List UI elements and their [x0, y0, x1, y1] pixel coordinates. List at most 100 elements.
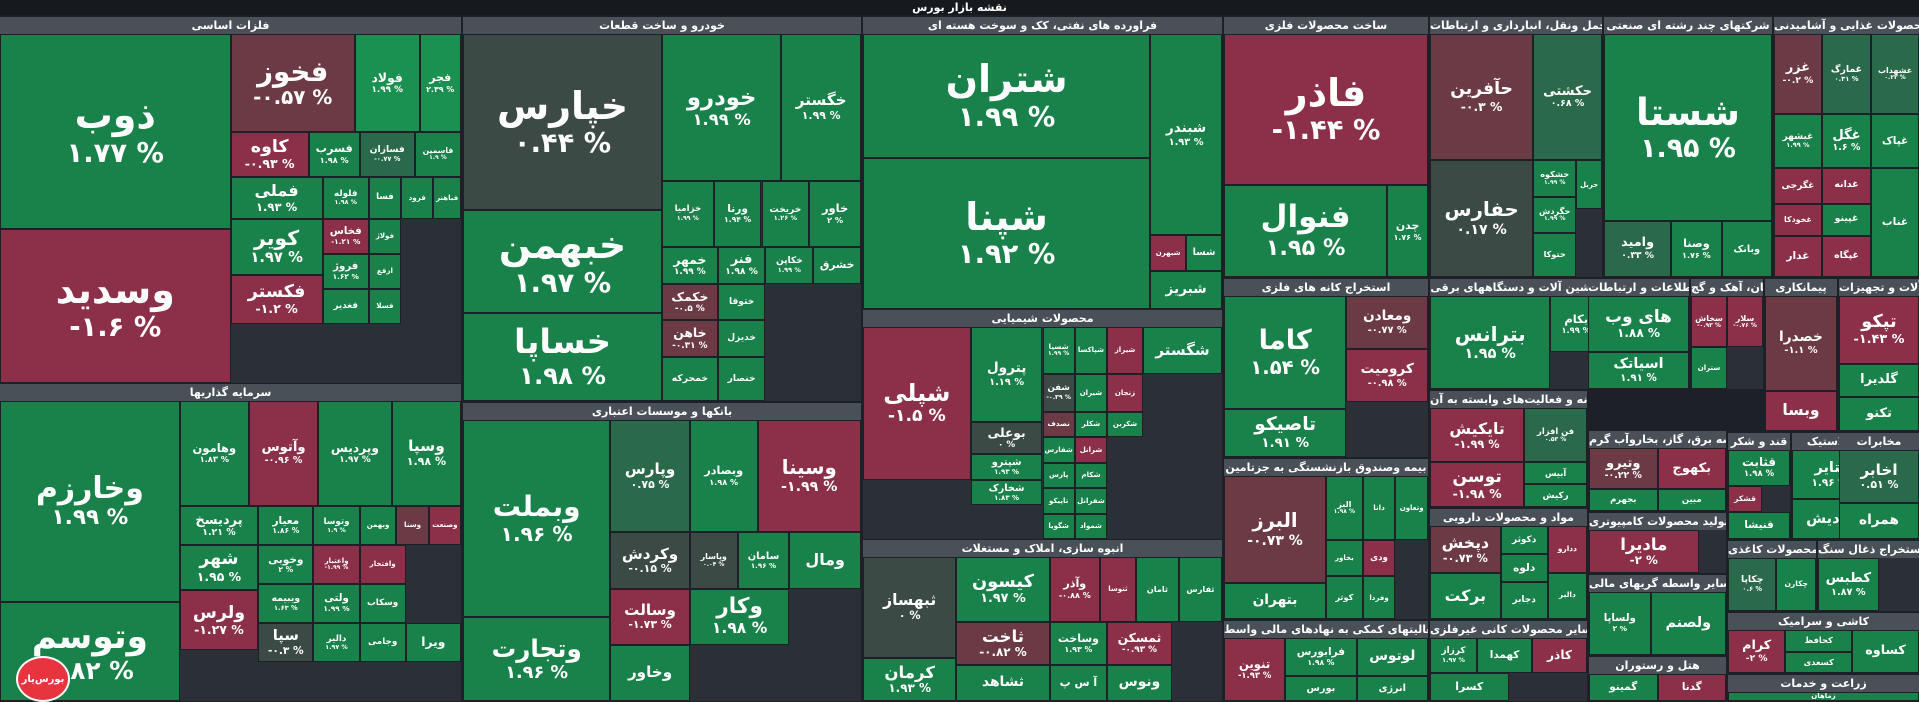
stock-tile[interactable]: غدار	[1774, 235, 1822, 277]
stock-tile[interactable]: فولاژ	[368, 218, 402, 254]
stock-tile[interactable]: فلوله ۱.۹۸ %	[322, 177, 369, 219]
stock-tile[interactable]: شپلی -۱.۵ %	[863, 327, 971, 480]
stock-tile[interactable]: بترانس ۱.۹۵ %	[1430, 296, 1551, 389]
stock-tile[interactable]: کرزاز ۱.۹۷ %	[1430, 638, 1478, 673]
stock-tile[interactable]: حشکوه ۱.۹۹ %	[1533, 160, 1577, 197]
stock-tile[interactable]: شفرانل	[1074, 488, 1108, 514]
stock-tile[interactable]: شگستر	[1143, 327, 1222, 374]
stock-tile[interactable]: وآتوس -۰.۹۶ %	[248, 401, 319, 506]
stock-tile[interactable]: سامان ۱.۹۶ %	[737, 532, 790, 589]
stock-tile[interactable]: غگل ۱.۶ %	[1821, 114, 1872, 168]
stock-tile[interactable]: خکمک -۰.۵ %	[662, 283, 718, 321]
stock-tile[interactable]: شیراز	[1107, 327, 1143, 374]
stock-tile[interactable]: فاسمین ۱.۹ %	[414, 131, 461, 178]
stock-tile[interactable]: خریخت ۱.۲۶ %	[761, 180, 810, 247]
stock-tile[interactable]: حآفرین -۰.۳ %	[1430, 34, 1534, 161]
stock-tile[interactable]: بورس	[1285, 675, 1357, 701]
stock-tile[interactable]: کاوه -۰.۹۳ %	[230, 131, 309, 178]
stock-tile[interactable]: آ س پ	[1049, 665, 1108, 701]
stock-tile[interactable]: فسازان -۰.۷۷ %	[359, 131, 415, 178]
stock-tile[interactable]: وجامی	[359, 623, 406, 662]
stock-tile[interactable]: ذوب ۱.۷۷ %	[0, 34, 231, 230]
stock-tile[interactable]: خزامیا ۱.۹۹ %	[662, 180, 714, 247]
stock-tile[interactable]: کرام -۲ %	[1728, 630, 1786, 673]
stock-tile[interactable]: سخاش -۰.۹۳ %	[1691, 296, 1727, 348]
stock-tile[interactable]: تنوین -۱.۹۳ %	[1224, 638, 1286, 701]
stock-tile[interactable]: وسکاب	[359, 584, 406, 623]
stock-tile[interactable]: وامید ۰.۳۳ %	[1604, 221, 1672, 277]
stock-tile[interactable]: فخوز -۰.۵۷ %	[230, 34, 355, 132]
stock-tile[interactable]: وخاور	[610, 644, 690, 701]
stock-tile[interactable]: وآذر -۰.۸۸ %	[1049, 557, 1100, 622]
stock-tile[interactable]: وسدید -۱.۶ %	[0, 229, 231, 383]
stock-tile[interactable]: زماهان	[1728, 692, 1919, 701]
stock-tile[interactable]: فرابورس ۱.۹۸ %	[1285, 638, 1357, 676]
stock-tile[interactable]: حکشتی ۰.۶۸ %	[1533, 34, 1602, 161]
stock-tile[interactable]: وسالت -۱.۷۳ %	[610, 588, 690, 645]
stock-tile[interactable]: حریل	[1576, 160, 1602, 209]
stock-tile[interactable]: حفارس ۰.۱۷ %	[1430, 160, 1534, 277]
stock-tile[interactable]: فرود	[401, 177, 434, 219]
stock-tile[interactable]: دلوه	[1500, 553, 1548, 582]
stock-tile[interactable]: البرز -۰.۷۳ %	[1224, 476, 1326, 584]
stock-tile[interactable]: وصنعت	[428, 506, 461, 545]
stock-tile[interactable]: تاصیکو ۱.۹۱ %	[1224, 408, 1347, 457]
stock-tile[interactable]: شفن -۰.۳۹ %	[1042, 373, 1075, 412]
stock-tile[interactable]: وبهمن	[359, 506, 397, 545]
stock-tile[interactable]: کهمدا	[1477, 638, 1533, 673]
stock-tile[interactable]: خدیزل	[717, 320, 766, 357]
stock-tile[interactable]: شپاکسا	[1074, 327, 1108, 374]
stock-tile[interactable]: بکهوج	[1657, 448, 1726, 489]
stock-tile[interactable]: کطبس ۱.۸۷ %	[1818, 558, 1879, 611]
stock-tile[interactable]: فملی ۱.۹۳ %	[230, 177, 323, 219]
stock-tile[interactable]: مبین	[1657, 488, 1726, 511]
stock-tile[interactable]: شخارک ۱.۸۳ %	[970, 479, 1043, 506]
stock-tile[interactable]: خمهر ۱.۹۹ %	[662, 246, 718, 284]
stock-tile[interactable]: ومعادن -۰.۷۷ %	[1346, 296, 1428, 350]
stock-tile[interactable]: قشکر	[1728, 485, 1763, 513]
stock-tile[interactable]: شهر ۱.۹۵ %	[179, 545, 259, 590]
stock-tile[interactable]: شبریز	[1150, 270, 1222, 309]
stock-tile[interactable]: کاما ۱.۵۴ %	[1224, 296, 1347, 409]
stock-tile[interactable]: وافتخار	[359, 545, 406, 584]
stock-tile[interactable]: شکربن	[1107, 411, 1143, 438]
stock-tile[interactable]: فکستر -۱.۲ %	[230, 274, 323, 324]
stock-tile[interactable]: پارس	[1042, 462, 1075, 489]
stock-tile[interactable]: غپگاه	[1821, 235, 1872, 277]
stock-tile[interactable]: بتهران	[1224, 583, 1326, 619]
stock-tile[interactable]: شتران ۱.۹۹ %	[863, 34, 1151, 158]
stock-tile[interactable]: کرمان ۱.۹۳ %	[863, 657, 957, 701]
stock-tile[interactable]: غشهداب ۰.۲۳ %	[1871, 34, 1919, 115]
stock-tile[interactable]: ودی	[1362, 540, 1396, 577]
stock-tile[interactable]: فجر ۲.۳۹ %	[419, 34, 461, 132]
stock-tile[interactable]: سپا -۰.۳ %	[258, 623, 314, 662]
stock-tile[interactable]: مادیرا -۲ %	[1589, 530, 1699, 573]
stock-tile[interactable]: فنوال ۱.۹۵ %	[1224, 184, 1388, 277]
stock-tile[interactable]: انرژی	[1356, 675, 1428, 701]
stock-tile[interactable]: سلار -۰.۷۶ %	[1727, 296, 1763, 348]
stock-tile[interactable]: وکردش -۰.۱۵ %	[610, 532, 690, 589]
stock-tile[interactable]: ومال	[789, 532, 861, 589]
stock-tile[interactable]: ورنا ۱.۹۴ %	[713, 180, 762, 247]
stock-tile[interactable]: وتوسا ۱.۹ %	[313, 506, 360, 545]
stock-tile[interactable]: وسپا ۱.۹۸ %	[391, 401, 461, 506]
stock-tile[interactable]: شفارس	[1042, 437, 1075, 463]
stock-tile[interactable]: شسا	[1186, 234, 1222, 271]
stock-tile[interactable]: کویر ۱.۹۷ %	[230, 218, 323, 275]
stock-tile[interactable]: خکاپن ۱.۹۹ %	[765, 246, 814, 284]
stock-tile[interactable]: غبشهر ۱.۹۹ %	[1774, 114, 1822, 168]
stock-tile[interactable]: فباهنر	[433, 177, 461, 219]
stock-tile[interactable]: وپاسار ۰.۰۴ %	[689, 532, 738, 589]
stock-tile[interactable]: خنصار	[717, 356, 766, 401]
stock-tile[interactable]: کاذر	[1532, 638, 1587, 673]
stock-tile[interactable]: قنیشا	[1728, 512, 1790, 539]
stock-tile[interactable]: چدن ۱.۷۶ %	[1387, 184, 1428, 277]
stock-tile[interactable]: پترول ۱.۱۹ %	[970, 327, 1043, 423]
stock-tile[interactable]: دالیر ۱.۹۷ %	[313, 623, 360, 662]
stock-tile[interactable]: ددارو	[1547, 526, 1587, 573]
stock-tile[interactable]: ونوس	[1107, 665, 1172, 701]
stock-tile[interactable]: گلدیرا	[1839, 363, 1919, 398]
stock-tile[interactable]: چکاپا ۰.۶ %	[1728, 558, 1777, 611]
stock-tile[interactable]: وپارس ۰.۷۵ %	[610, 420, 690, 533]
stock-tile[interactable]: زنجان	[1107, 373, 1143, 412]
